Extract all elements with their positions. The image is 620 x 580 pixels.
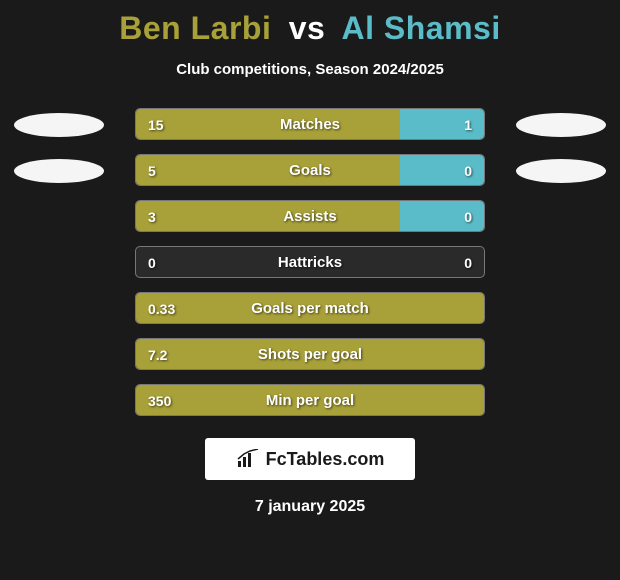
player2-name: Al Shamsi: [342, 10, 501, 46]
date-text: 7 january 2025: [0, 498, 620, 516]
player1-name: Ben Larbi: [119, 10, 271, 46]
comparison-title: Ben Larbi vs Al Shamsi: [0, 0, 620, 47]
stat-row: 151Matches: [0, 108, 620, 154]
chart-icon: [236, 449, 260, 469]
stat-label: Min per goal: [136, 385, 484, 415]
stat-row: 0.33Goals per match: [0, 292, 620, 338]
subtitle: Club competitions, Season 2024/2025: [0, 61, 620, 78]
stat-row: 50Goals: [0, 154, 620, 200]
stat-bar: 30Assists: [135, 200, 485, 232]
stat-label: Goals per match: [136, 293, 484, 323]
stats-container: 151Matches 50Goals 30Assists 00Hattricks 0.3…: [0, 108, 620, 430]
stat-bar: 00Hattricks: [135, 246, 485, 278]
stat-row: 00Hattricks: [0, 246, 620, 292]
player1-badge: [14, 159, 104, 183]
player1-badge: [14, 113, 104, 137]
stat-label: Assists: [136, 201, 484, 231]
brand-text: FcTables.com: [266, 449, 385, 470]
stat-label: Shots per goal: [136, 339, 484, 369]
vs-text: vs: [289, 10, 326, 46]
stat-bar: 7.2Shots per goal: [135, 338, 485, 370]
player2-badge: [516, 113, 606, 137]
stat-label: Goals: [136, 155, 484, 185]
stat-bar: 0.33Goals per match: [135, 292, 485, 324]
stat-bar: 350Min per goal: [135, 384, 485, 416]
player2-badge: [516, 159, 606, 183]
brand-badge: FcTables.com: [205, 438, 415, 480]
stat-row: 350Min per goal: [0, 384, 620, 430]
stat-label: Hattricks: [136, 247, 484, 277]
stat-label: Matches: [136, 109, 484, 139]
stat-row: 7.2Shots per goal: [0, 338, 620, 384]
stat-bar: 50Goals: [135, 154, 485, 186]
stat-row: 30Assists: [0, 200, 620, 246]
stat-bar: 151Matches: [135, 108, 485, 140]
